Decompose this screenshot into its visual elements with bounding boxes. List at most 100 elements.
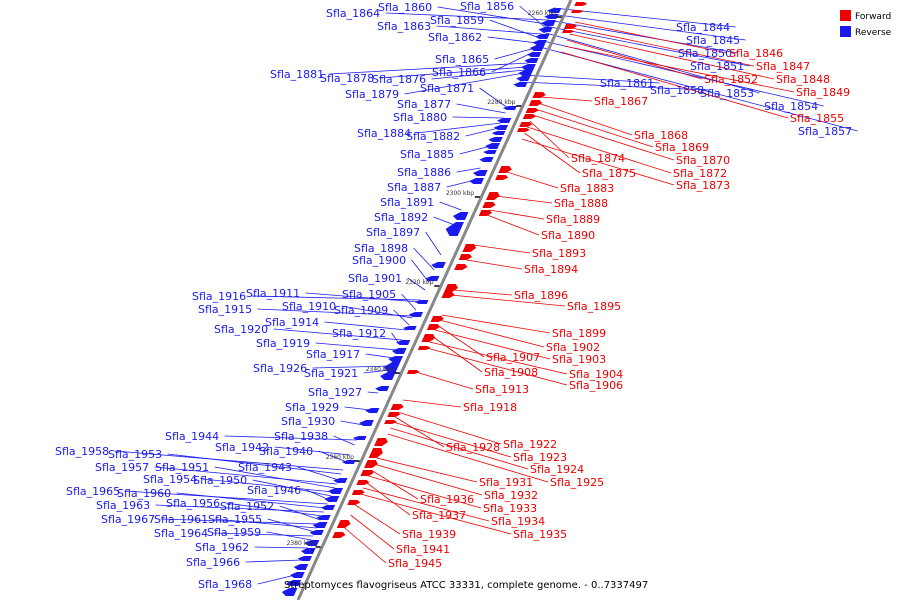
gene-label-sfla-1908[interactable]: Sfla_1908 xyxy=(484,366,538,379)
gene-label-sfla-1863[interactable]: Sfla_1863 xyxy=(377,20,431,33)
gene-feature[interactable] xyxy=(458,254,473,260)
gene-label-sfla-1874[interactable]: Sfla_1874 xyxy=(571,152,625,165)
gene-label-sfla-1889[interactable]: Sfla_1889 xyxy=(546,213,600,226)
gene-label-sfla-1926[interactable]: Sfla_1926 xyxy=(253,362,307,375)
gene-label-sfla-1943[interactable]: Sfla_1943 xyxy=(238,461,292,474)
gene-label-sfla-1895[interactable]: Sfla_1895 xyxy=(567,300,621,313)
gene-feature[interactable] xyxy=(414,300,429,304)
gene-feature[interactable] xyxy=(444,284,458,292)
gene-feature[interactable] xyxy=(281,588,298,596)
gene-label-sfla-1959[interactable]: Sfla_1959 xyxy=(207,526,261,539)
gene-label-sfla-1938[interactable]: Sfla_1938 xyxy=(274,430,328,443)
gene-feature[interactable] xyxy=(309,530,324,535)
gene-label-sfla-1867[interactable]: Sfla_1867 xyxy=(594,95,648,108)
gene-feature[interactable] xyxy=(516,128,530,132)
gene-label-sfla-1953[interactable]: Sfla_1953 xyxy=(108,448,162,461)
gene-label-sfla-1864[interactable]: Sfla_1864 xyxy=(326,7,380,20)
gene-label-sfla-1954[interactable]: Sfla_1954 xyxy=(143,473,197,486)
gene-feature[interactable] xyxy=(479,157,494,162)
gene-label-sfla-1888[interactable]: Sfla_1888 xyxy=(554,197,608,210)
gene-label-sfla-1919[interactable]: Sfla_1919 xyxy=(256,337,310,350)
gene-feature[interactable] xyxy=(524,58,539,63)
gene-label-sfla-1909[interactable]: Sfla_1909 xyxy=(334,304,388,317)
gene-feature[interactable] xyxy=(497,118,512,123)
gene-label-sfla-1875[interactable]: Sfla_1875 xyxy=(582,167,636,180)
gene-feature[interactable] xyxy=(544,14,559,19)
gene-label-sfla-1912[interactable]: Sfla_1912 xyxy=(332,327,386,340)
gene-feature[interactable] xyxy=(425,276,440,281)
gene-feature[interactable] xyxy=(300,548,316,554)
gene-feature[interactable] xyxy=(478,210,493,216)
gene-label-sfla-1870[interactable]: Sfla_1870 xyxy=(676,154,730,167)
gene-label-sfla-1965[interactable]: Sfla_1965 xyxy=(66,485,120,498)
gene-feature[interactable] xyxy=(316,515,331,520)
gene-label-sfla-1853[interactable]: Sfla_1853 xyxy=(700,87,754,100)
gene-feature[interactable] xyxy=(482,202,496,208)
gene-label-sfla-1923[interactable]: Sfla_1923 xyxy=(513,451,567,464)
gene-feature[interactable] xyxy=(384,420,397,424)
gene-label-sfla-1894[interactable]: Sfla_1894 xyxy=(524,263,578,276)
gene-feature[interactable] xyxy=(390,404,404,410)
gene-feature[interactable] xyxy=(356,480,370,485)
gene-label-sfla-1878[interactable]: Sfla_1878 xyxy=(320,72,374,85)
gene-feature[interactable] xyxy=(396,340,411,345)
gene-feature[interactable] xyxy=(563,24,577,29)
gene-feature[interactable] xyxy=(445,222,464,236)
gene-label-sfla-1964[interactable]: Sfla_1964 xyxy=(154,527,208,540)
gene-feature[interactable] xyxy=(485,143,500,149)
gene-label-sfla-1958[interactable]: Sfla_1958 xyxy=(55,445,109,458)
gene-label-sfla-1927[interactable]: Sfla_1927 xyxy=(308,386,362,399)
gene-feature[interactable] xyxy=(341,460,356,464)
gene-label-sfla-1903[interactable]: Sfla_1903 xyxy=(552,353,606,366)
gene-feature[interactable] xyxy=(364,460,378,468)
gene-label-sfla-1900[interactable]: Sfla_1900 xyxy=(352,254,406,267)
gene-label-sfla-1945[interactable]: Sfla_1945 xyxy=(388,557,442,570)
gene-label-sfla-1879[interactable]: Sfla_1879 xyxy=(345,88,399,101)
gene-feature[interactable] xyxy=(388,356,404,362)
gene-label-sfla-1932[interactable]: Sfla_1932 xyxy=(484,489,538,502)
gene-label-sfla-1858[interactable]: Sfla_1858 xyxy=(650,84,704,97)
gene-feature[interactable] xyxy=(333,478,348,483)
gene-label-sfla-1937[interactable]: Sfla_1937 xyxy=(412,509,466,522)
gene-label-sfla-1921[interactable]: Sfla_1921 xyxy=(304,367,358,380)
gene-feature[interactable] xyxy=(387,412,401,417)
gene-label-sfla-1906[interactable]: Sfla_1906 xyxy=(569,379,623,392)
gene-feature[interactable] xyxy=(532,40,547,45)
gene-label-sfla-1922[interactable]: Sfla_1922 xyxy=(503,438,557,451)
gene-feature[interactable] xyxy=(491,131,506,135)
gene-feature[interactable] xyxy=(488,137,503,142)
gene-label-sfla-1952[interactable]: Sfla_1952 xyxy=(220,500,274,513)
gene-feature[interactable] xyxy=(351,490,365,495)
gene-feature[interactable] xyxy=(498,166,512,173)
gene-label-sfla-1925[interactable]: Sfla_1925 xyxy=(550,476,604,489)
gene-feature[interactable] xyxy=(406,370,420,374)
gene-label-sfla-1877[interactable]: Sfla_1877 xyxy=(397,98,451,111)
gene-feature[interactable] xyxy=(561,30,575,33)
gene-label-sfla-1890[interactable]: Sfla_1890 xyxy=(541,229,595,242)
gene-feature[interactable] xyxy=(513,82,528,87)
gene-label-sfla-1844[interactable]: Sfla_1844 xyxy=(676,21,730,34)
gene-label-sfla-1905[interactable]: Sfla_1905 xyxy=(342,288,396,301)
gene-feature[interactable] xyxy=(365,408,380,413)
gene-label-sfla-1924[interactable]: Sfla_1924 xyxy=(530,463,584,476)
gene-label-sfla-1862[interactable]: Sfla_1862 xyxy=(428,31,482,44)
gene-feature[interactable] xyxy=(532,92,546,98)
gene-label-sfla-1944[interactable]: Sfla_1944 xyxy=(165,430,219,443)
gene-label-sfla-1845[interactable]: Sfla_1845 xyxy=(686,34,740,47)
gene-feature[interactable] xyxy=(430,316,444,322)
gene-label-sfla-1957[interactable]: Sfla_1957 xyxy=(95,461,149,474)
gene-label-sfla-1930[interactable]: Sfla_1930 xyxy=(281,415,335,428)
gene-feature[interactable] xyxy=(527,52,542,57)
gene-label-sfla-1897[interactable]: Sfla_1897 xyxy=(366,226,420,239)
gene-label-sfla-1882[interactable]: Sfla_1882 xyxy=(406,130,460,143)
gene-feature[interactable] xyxy=(426,324,441,330)
gene-label-sfla-1910[interactable]: Sfla_1910 xyxy=(282,300,336,313)
gene-label-sfla-1847[interactable]: Sfla_1847 xyxy=(756,60,810,73)
gene-label-sfla-1917[interactable]: Sfla_1917 xyxy=(306,348,360,361)
gene-feature[interactable] xyxy=(431,262,446,268)
gene-label-sfla-1902[interactable]: Sfla_1902 xyxy=(546,341,600,354)
gene-label-sfla-1849[interactable]: Sfla_1849 xyxy=(796,86,850,99)
gene-feature[interactable] xyxy=(452,212,469,220)
gene-label-sfla-1896[interactable]: Sfla_1896 xyxy=(514,289,568,302)
gene-label-sfla-1904[interactable]: Sfla_1904 xyxy=(569,368,623,381)
